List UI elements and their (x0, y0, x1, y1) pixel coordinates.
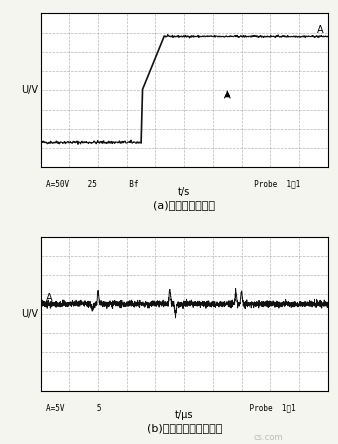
Text: A=50V    25       Bf                         Probe  1：1: A=50V 25 Bf Probe 1：1 (46, 180, 301, 189)
X-axis label: t/μs: t/μs (175, 410, 193, 420)
Y-axis label: U/V: U/V (21, 309, 38, 319)
Y-axis label: U/V: U/V (21, 85, 38, 95)
Title: (a)输出电压响应图: (a)输出电压响应图 (153, 200, 215, 210)
Text: cs.com: cs.com (254, 432, 283, 442)
X-axis label: t/s: t/s (178, 187, 190, 197)
Text: A: A (46, 293, 52, 303)
Text: A: A (317, 25, 323, 36)
Text: A=5V       5                                Probe  1：1: A=5V 5 Probe 1：1 (46, 403, 296, 412)
Title: (b)电压波形局部放大图: (b)电压波形局部放大图 (146, 423, 222, 433)
